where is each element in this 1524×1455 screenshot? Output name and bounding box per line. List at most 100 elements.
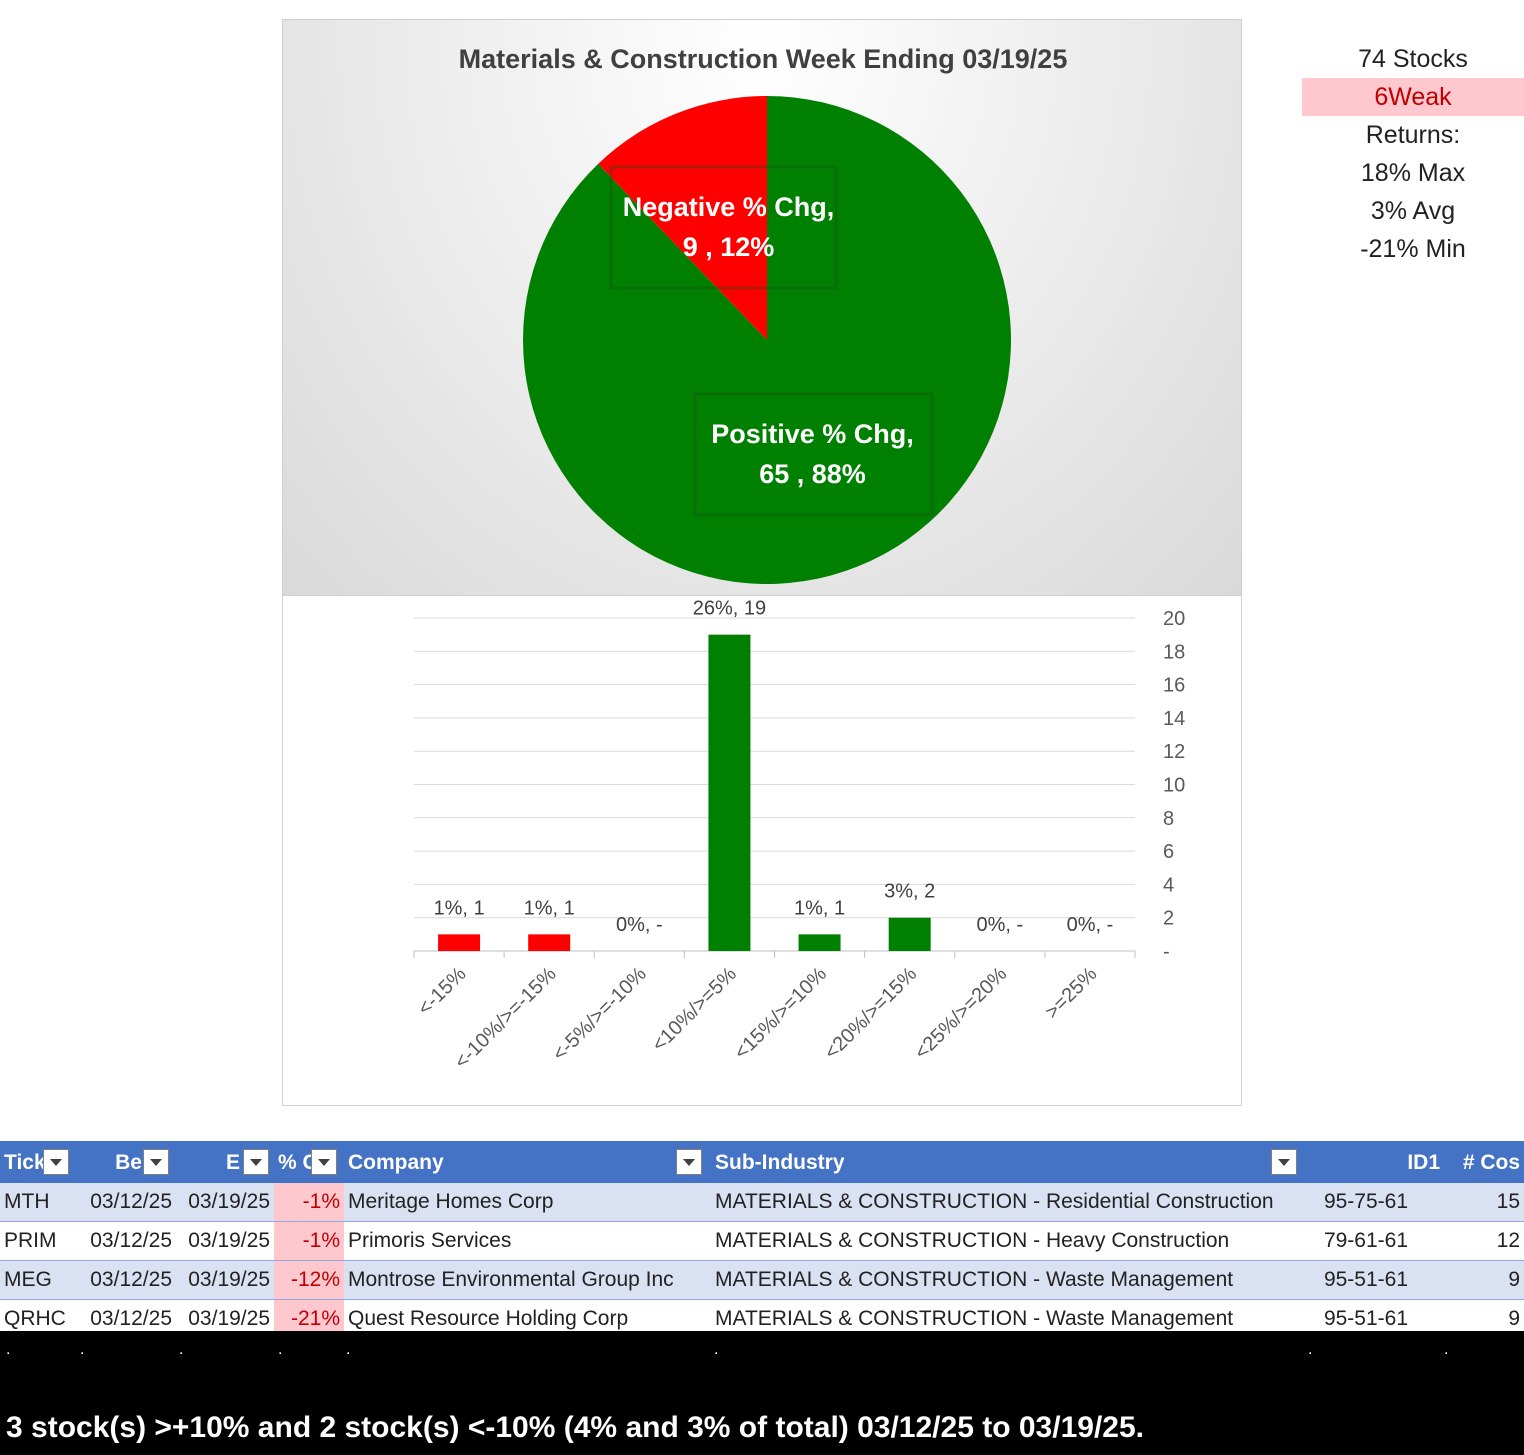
stock-table: Tick Be E % C Company Sub-Industry ID1 #… bbox=[0, 1141, 1524, 1339]
dot-marker: . bbox=[278, 1341, 283, 1358]
negative-label-value: 9 , 12% bbox=[682, 232, 775, 262]
cell-pct-change[interactable]: -1% bbox=[274, 1183, 344, 1222]
bar bbox=[528, 934, 571, 951]
stats-panel: 74 Stocks 6Weak Returns: 18% Max 3% Avg … bbox=[1302, 40, 1524, 268]
header-pct-change[interactable]: % C bbox=[274, 1141, 344, 1183]
bar bbox=[438, 934, 481, 951]
filter-dropdown-icon[interactable] bbox=[676, 1149, 702, 1175]
y-tick-label: 2 bbox=[1163, 908, 1174, 930]
header-begin-label: Be bbox=[115, 1151, 142, 1174]
cell-end-date[interactable]: 03/19/25 bbox=[176, 1221, 274, 1261]
bar-chart-panel: -2 4 6 8 10 12 14 16 18 20 1%, 1 <-15% 1%, 1 <-10%/>=… bbox=[282, 596, 1242, 1106]
cell-num-cos[interactable]: 9 bbox=[1444, 1260, 1524, 1300]
cell-sub-industry[interactable]: MATERIALS & CONSTRUCTION - Waste Managem… bbox=[711, 1260, 1307, 1300]
y-tick-label: 10 bbox=[1163, 775, 1185, 797]
x-tick-label: <10%/>=5% bbox=[648, 963, 741, 1056]
y-tick-label: 6 bbox=[1163, 841, 1174, 863]
header-end-label: E bbox=[225, 1151, 240, 1174]
positive-label-frame bbox=[693, 392, 934, 517]
cell-company[interactable]: Montrose Environmental Group Inc bbox=[344, 1260, 711, 1300]
bar bbox=[708, 634, 751, 951]
pie-chart-title: Materials & Construction Week Ending 03/… bbox=[458, 44, 1068, 74]
bar-data-label: 1%, 1 bbox=[433, 897, 484, 919]
header-pct-change-label: % C bbox=[278, 1151, 318, 1174]
header-company[interactable]: Company bbox=[344, 1141, 711, 1183]
positive-slice-label: Positive % Chg, 65 , 88% bbox=[685, 414, 940, 494]
stock-count: 74 Stocks bbox=[1358, 45, 1468, 73]
cell-begin-date[interactable]: 03/12/25 bbox=[76, 1260, 176, 1300]
negative-label-frame bbox=[609, 165, 838, 290]
y-tick-label: 4 bbox=[1163, 874, 1174, 896]
cell-pct-change[interactable]: -12% bbox=[274, 1260, 344, 1300]
header-sub-industry-label: Sub-Industry bbox=[715, 1151, 845, 1174]
max-return: 18% Max bbox=[1360, 159, 1466, 187]
header-num-cos[interactable]: # Cos bbox=[1444, 1141, 1524, 1183]
x-tick-label: <-5%/>=-10% bbox=[548, 963, 651, 1066]
header-begin[interactable]: Be bbox=[76, 1141, 176, 1183]
bar bbox=[798, 934, 841, 951]
cell-end-date[interactable]: 03/19/25 bbox=[176, 1183, 274, 1222]
cell-begin-date[interactable]: 03/12/25 bbox=[76, 1183, 176, 1222]
cell-ticker[interactable]: PRIM bbox=[0, 1221, 76, 1261]
cell-pct-change[interactable]: -1% bbox=[274, 1221, 344, 1261]
filter-dropdown-icon[interactable] bbox=[143, 1149, 169, 1175]
filter-dropdown-icon[interactable] bbox=[43, 1149, 69, 1175]
x-tick-label: <15%/>=10% bbox=[730, 963, 831, 1064]
bar-data-label: 1%, 1 bbox=[794, 897, 845, 919]
y-tick-label: 12 bbox=[1163, 741, 1185, 763]
filter-dropdown-icon[interactable] bbox=[1271, 1149, 1297, 1175]
dot-marker: . bbox=[80, 1341, 85, 1358]
bar bbox=[888, 917, 931, 951]
header-company-label: Company bbox=[348, 1151, 444, 1174]
cell-sub-industry[interactable]: MATERIALS & CONSTRUCTION - Residential C… bbox=[711, 1183, 1307, 1222]
filter-dropdown-icon[interactable] bbox=[311, 1149, 337, 1175]
cell-begin-date[interactable]: 03/12/25 bbox=[76, 1221, 176, 1261]
returns-label: Returns: bbox=[1365, 121, 1461, 149]
cell-id1[interactable]: 95-51-61 bbox=[1307, 1260, 1444, 1300]
cell-ticker[interactable]: MEG bbox=[0, 1260, 76, 1300]
y-tick-label: 16 bbox=[1163, 675, 1185, 697]
cell-company[interactable]: Meritage Homes Corp bbox=[344, 1183, 711, 1222]
header-ticker[interactable]: Tick bbox=[0, 1141, 76, 1183]
table-row[interactable]: PRIM 03/12/25 03/19/25 -1% Primoris Serv… bbox=[0, 1221, 1524, 1261]
dot-marker: . bbox=[714, 1341, 719, 1358]
cell-id1[interactable]: 95-75-61 bbox=[1307, 1183, 1444, 1222]
dot-marker: . bbox=[6, 1341, 11, 1358]
summary-area: . . . . . . . . 3 stock(s) >+10% and 2 s… bbox=[0, 1331, 1524, 1455]
cell-company[interactable]: Primoris Services bbox=[344, 1221, 711, 1261]
negative-slice-label: Negative % Chg, 9 , 12% bbox=[601, 187, 856, 267]
avg-return: 3% Avg bbox=[1370, 197, 1456, 225]
bar-data-label: 0%, - bbox=[1067, 914, 1114, 936]
cell-num-cos[interactable]: 12 bbox=[1444, 1221, 1524, 1261]
dot-marker: . bbox=[1308, 1341, 1313, 1358]
bar-data-label: 0%, - bbox=[976, 914, 1023, 936]
y-tick-label: 20 bbox=[1163, 608, 1185, 630]
bar-data-label: 0%, - bbox=[616, 914, 663, 936]
table-row[interactable]: MTH 03/12/25 03/19/25 -1% Meritage Homes… bbox=[0, 1183, 1524, 1222]
cell-id1[interactable]: 79-61-61 bbox=[1307, 1221, 1444, 1261]
table-row[interactable]: MEG 03/12/25 03/19/25 -12% Montrose Envi… bbox=[0, 1260, 1524, 1300]
filter-dropdown-icon[interactable] bbox=[243, 1149, 269, 1175]
header-id1-label: ID1 bbox=[1407, 1151, 1440, 1174]
dot-marker: . bbox=[346, 1341, 351, 1358]
x-tick-label: <-15% bbox=[414, 963, 471, 1020]
pie-slice-positive bbox=[523, 96, 1012, 585]
header-id1[interactable]: ID1 bbox=[1307, 1141, 1444, 1183]
cell-sub-industry[interactable]: MATERIALS & CONSTRUCTION - Heavy Constru… bbox=[711, 1221, 1307, 1261]
y-tick-label: - bbox=[1163, 941, 1170, 963]
header-num-cos-label: # Cos bbox=[1462, 1151, 1520, 1174]
pie-chart-panel: Materials & Construction Week Ending 03/… bbox=[282, 19, 1242, 596]
positive-label-name: Positive % Chg, bbox=[711, 419, 914, 449]
cell-num-cos[interactable]: 15 bbox=[1444, 1183, 1524, 1222]
weak-count: 6Weak bbox=[1302, 78, 1524, 116]
x-tick-label: <25%/>=20% bbox=[910, 963, 1011, 1064]
header-sub-industry[interactable]: Sub-Industry bbox=[711, 1141, 1307, 1183]
header-ticker-label: Tick bbox=[4, 1151, 46, 1174]
summary-text: 3 stock(s) >+10% and 2 stock(s) <-10% (4… bbox=[6, 1411, 1144, 1444]
x-tick-label: >=25% bbox=[1041, 963, 1102, 1024]
header-end[interactable]: E bbox=[176, 1141, 274, 1183]
cell-ticker[interactable]: MTH bbox=[0, 1183, 76, 1222]
bar-data-label: 1%, 1 bbox=[524, 897, 575, 919]
cell-end-date[interactable]: 03/19/25 bbox=[176, 1260, 274, 1300]
